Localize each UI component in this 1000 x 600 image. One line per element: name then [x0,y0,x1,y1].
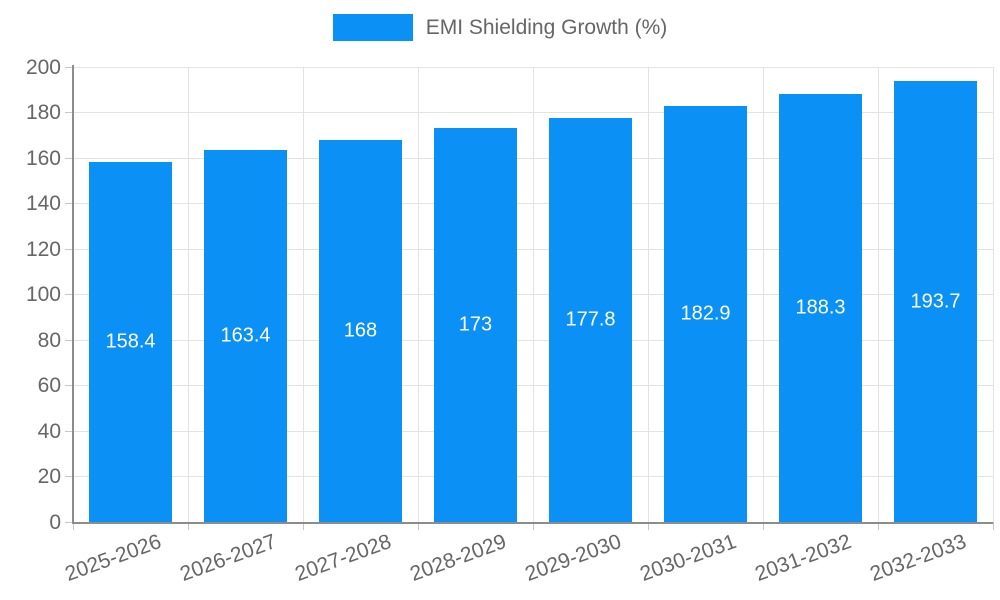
gridline-vertical [877,67,879,522]
x-axis-tick-label: 2027-2028 [292,530,395,586]
x-axis-tick [302,522,304,530]
bar[interactable]: 177.8 [549,117,632,522]
gridline-vertical [187,67,189,522]
y-axis-tick-label: 40 [37,419,61,443]
gridline-vertical [302,67,304,522]
x-axis-tick-label: 2028-2029 [407,530,510,586]
legend-swatch[interactable] [332,14,413,41]
y-axis-tick-label: 200 [25,55,61,79]
bar[interactable]: 182.9 [664,105,747,522]
x-axis-tick [647,522,649,530]
y-axis-tick-label: 120 [25,237,61,261]
gridline-vertical [762,67,764,522]
y-axis-tick-label: 80 [37,328,61,352]
x-axis-tick [187,522,189,530]
bar-value-label: 177.8 [565,308,616,331]
x-axis-tick-label: 2025-2026 [62,530,165,586]
gridline-vertical [532,67,534,522]
y-axis-tick-label: 60 [37,374,61,397]
y-axis-tick-label: 20 [37,465,61,488]
x-axis-line [72,522,993,524]
y-axis-tick-label: 140 [25,192,61,215]
bar[interactable]: 158.4 [89,161,172,522]
x-axis-tick [532,522,534,530]
x-axis-tick [992,522,994,530]
bar[interactable]: 193.7 [894,81,977,522]
legend[interactable]: EMI Shielding Growth (%) [0,14,1000,41]
y-axis-tick-label: 180 [25,101,61,124]
bar-value-label: 193.7 [910,290,961,313]
bar-value-label: 182.9 [680,302,731,325]
y-axis-tick [65,339,73,341]
bar[interactable]: 163.4 [204,150,287,522]
x-axis-tick [72,522,74,530]
x-axis-tick-label: 2026-2027 [177,530,280,586]
bar[interactable]: 173 [434,128,517,522]
x-axis-tick [877,522,879,530]
bar-value-label: 173 [458,313,493,336]
plot-area: 158.4 163.4 168 173 177.8 182.9 188.3 193.7 [73,66,994,522]
bar[interactable]: 188.3 [779,93,862,522]
x-axis-tick-label: 2029-2030 [522,530,625,586]
y-axis-tick-label: 100 [25,283,61,306]
bar-value-label: 158.4 [105,330,156,353]
y-axis-tick [65,476,73,477]
y-axis-tick [65,385,73,386]
gridline-vertical [417,67,419,522]
legend-label: EMI Shielding Growth (%) [425,15,668,39]
x-axis-tick-label: 2031-2032 [752,530,855,586]
y-axis-tick [65,294,73,295]
gridline-vertical [992,67,994,522]
x-axis-tick-label: 2032-2033 [867,530,970,586]
y-axis-tick [65,112,73,113]
x-axis-tick [417,522,419,530]
bar-value-label: 168 [343,319,378,342]
gridline-vertical [647,67,649,522]
y-axis-tick [65,157,73,159]
x-axis-tick [762,522,764,530]
bar-value-label: 188.3 [795,296,846,319]
bar-value-label: 163.4 [220,324,271,347]
y-axis-tick-label: 0 [49,510,61,534]
y-axis-tick [65,66,73,68]
y-axis-tick [65,521,73,523]
y-axis-tick-label: 160 [25,146,61,170]
y-axis-line [72,65,74,522]
y-axis-tick [65,430,73,432]
x-axis-tick-label: 2030-2031 [637,530,740,586]
bar[interactable]: 168 [319,139,402,522]
y-axis-tick [65,248,73,250]
y-axis-tick [65,203,73,204]
